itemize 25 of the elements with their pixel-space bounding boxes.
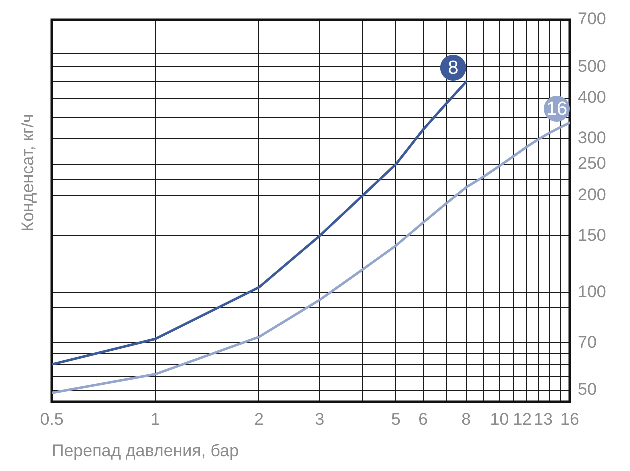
- x-axis-title: Перепад давления, бар: [52, 441, 240, 460]
- x-tick-label: 10: [490, 410, 510, 430]
- y-tick-label: 70: [578, 332, 597, 352]
- x-tick-label: 3: [315, 410, 325, 430]
- y-tick-label: 700: [578, 10, 606, 29]
- y-tick-label: 500: [578, 56, 606, 76]
- x-tick-label: 2: [254, 410, 264, 430]
- y-tick-label: 100: [578, 282, 606, 302]
- y-tick-label: 200: [578, 185, 606, 204]
- x-tick-label: 8: [462, 410, 472, 430]
- x-tick-label: 6: [418, 410, 428, 430]
- y-tick-label: 400: [578, 88, 606, 108]
- y-tick-label: 300: [578, 128, 606, 148]
- y-axis-title: Конденсат, кг/ч: [18, 114, 38, 232]
- x-tick-label: 12: [513, 410, 532, 430]
- x-tick-label: 1: [150, 410, 160, 430]
- series-label: 8: [448, 58, 459, 80]
- y-tick-label: 150: [578, 226, 606, 245]
- x-tick-label: 13: [534, 410, 553, 430]
- y-tick-label: 50: [578, 380, 597, 399]
- x-tick-label: 5: [391, 410, 401, 430]
- y-tick-label: 250: [578, 154, 606, 174]
- series-label: 16: [546, 99, 568, 120]
- x-tick-label: 0.5: [40, 410, 64, 430]
- x-tick-label: 16: [560, 410, 580, 430]
